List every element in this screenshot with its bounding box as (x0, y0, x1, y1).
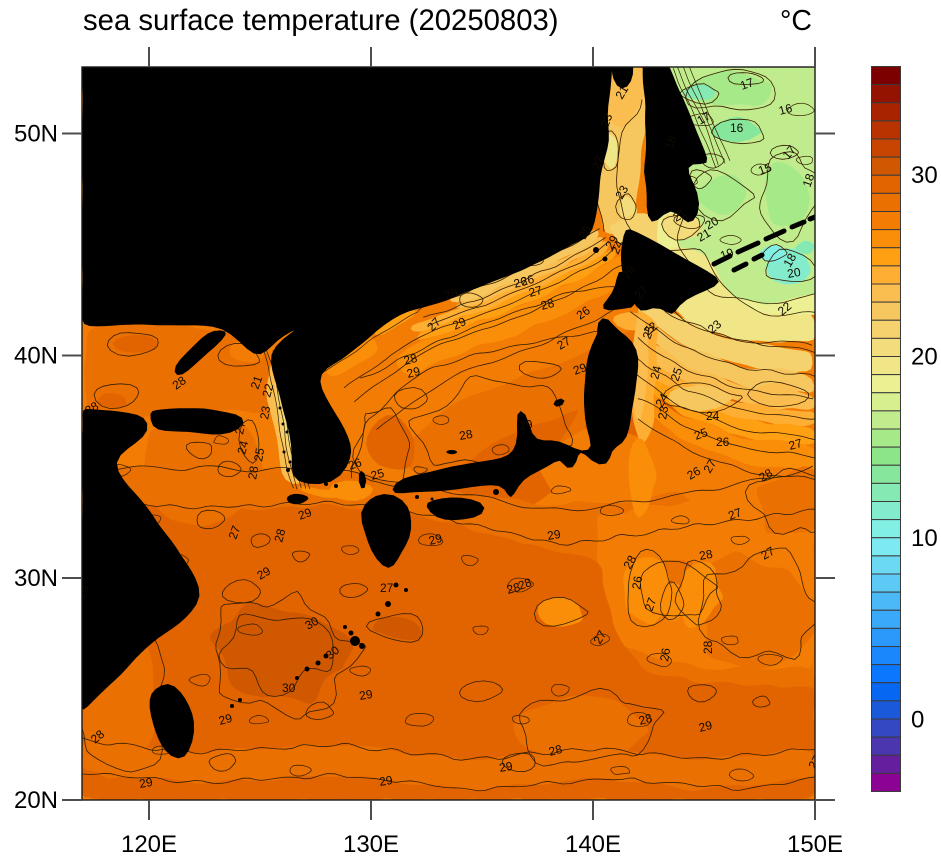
svg-text:25: 25 (692, 425, 710, 443)
svg-text:26: 26 (629, 575, 645, 591)
svg-text:20N: 20N (14, 787, 58, 814)
svg-text:20: 20 (911, 344, 938, 371)
svg-text:21: 21 (671, 206, 690, 225)
svg-text:25: 25 (251, 447, 267, 463)
svg-text:18: 18 (800, 171, 818, 189)
svg-text:29: 29 (358, 687, 374, 703)
svg-text:28: 28 (547, 742, 564, 759)
svg-text:29: 29 (498, 759, 514, 775)
svg-text:21: 21 (612, 83, 631, 102)
svg-text:24: 24 (234, 439, 251, 456)
svg-text:26: 26 (519, 272, 536, 289)
svg-text:28: 28 (637, 711, 654, 728)
svg-text:20: 20 (786, 265, 802, 281)
svg-text:28: 28 (757, 466, 776, 485)
svg-text:30N: 30N (14, 565, 58, 592)
svg-text:18: 18 (780, 251, 799, 270)
svg-text:°C: °C (780, 5, 812, 37)
svg-text:27: 27 (726, 505, 744, 523)
svg-text:28: 28 (245, 465, 261, 481)
svg-text:26: 26 (716, 435, 730, 449)
svg-text:29: 29 (571, 360, 589, 378)
svg-text:29: 29 (296, 505, 314, 523)
svg-text:29: 29 (255, 564, 274, 583)
svg-text:150E: 150E (787, 831, 843, 858)
svg-text:26: 26 (685, 464, 704, 483)
svg-text:27: 27 (759, 544, 778, 563)
svg-text:29: 29 (138, 775, 154, 791)
svg-text:26: 26 (512, 274, 529, 291)
svg-text:27: 27 (527, 283, 544, 300)
svg-text:23: 23 (257, 405, 273, 421)
svg-text:120E: 120E (121, 831, 177, 858)
svg-text:15: 15 (756, 160, 774, 178)
svg-text:17: 17 (695, 109, 714, 128)
svg-text:23: 23 (612, 183, 631, 202)
svg-text:29: 29 (75, 583, 93, 601)
svg-text:130E: 130E (343, 831, 399, 858)
svg-text:29: 29 (427, 531, 444, 548)
svg-text:28: 28 (402, 351, 419, 368)
svg-text:29: 29 (217, 711, 234, 728)
svg-text:18: 18 (662, 133, 680, 151)
svg-text:30: 30 (911, 162, 938, 189)
svg-text:27: 27 (700, 457, 719, 476)
svg-text:29: 29 (405, 364, 422, 381)
svg-text:23: 23 (655, 405, 671, 421)
svg-text:26: 26 (346, 455, 364, 473)
svg-text:27: 27 (555, 334, 574, 353)
svg-text:50N: 50N (14, 121, 58, 148)
svg-text:29: 29 (378, 773, 394, 789)
svg-text:10: 10 (911, 525, 938, 552)
svg-text:26: 26 (657, 647, 673, 663)
svg-text:25: 25 (575, 223, 594, 242)
svg-text:22: 22 (589, 154, 606, 171)
svg-text:27: 27 (787, 436, 804, 453)
svg-text:27: 27 (805, 753, 824, 772)
svg-text:17: 17 (738, 75, 756, 93)
svg-text:19: 19 (718, 245, 736, 263)
svg-text:28: 28 (701, 640, 715, 654)
svg-text:29: 29 (546, 527, 562, 543)
svg-text:25: 25 (640, 323, 658, 341)
svg-text:22: 22 (259, 382, 276, 399)
svg-text:16: 16 (730, 121, 744, 135)
svg-text:27: 27 (232, 420, 248, 436)
svg-text:27: 27 (380, 581, 394, 595)
svg-text:28: 28 (505, 580, 522, 597)
svg-text:24: 24 (647, 364, 664, 381)
svg-text:0: 0 (911, 707, 924, 734)
svg-text:29: 29 (518, 417, 534, 433)
svg-text:24: 24 (652, 391, 671, 410)
svg-text:30: 30 (303, 614, 322, 633)
svg-text:28: 28 (516, 575, 534, 593)
svg-text:23: 23 (598, 111, 616, 129)
svg-text:30: 30 (282, 681, 296, 695)
svg-text:140E: 140E (565, 831, 621, 858)
svg-text:40N: 40N (14, 343, 58, 370)
svg-text:24: 24 (608, 238, 626, 256)
svg-text:27: 27 (590, 628, 609, 647)
svg-text:28: 28 (620, 553, 639, 572)
svg-text:16: 16 (777, 101, 794, 118)
svg-text:28: 28 (442, 285, 460, 303)
svg-text:20: 20 (703, 214, 722, 233)
svg-text:sea surface temperature (20250: sea surface temperature (20250803) (83, 4, 559, 37)
svg-text:21: 21 (248, 373, 266, 391)
svg-text:21: 21 (695, 226, 714, 245)
svg-text:25: 25 (668, 365, 686, 383)
svg-text:27: 27 (642, 595, 660, 613)
svg-text:25: 25 (369, 466, 386, 483)
svg-text:28: 28 (458, 427, 474, 443)
svg-text:29: 29 (697, 718, 714, 735)
svg-text:29: 29 (602, 233, 621, 252)
svg-text:28: 28 (698, 547, 714, 563)
svg-text:28: 28 (539, 296, 556, 313)
svg-text:27: 27 (226, 523, 244, 541)
svg-text:28: 28 (271, 527, 288, 544)
svg-text:29: 29 (450, 314, 468, 332)
svg-text:28: 28 (83, 399, 102, 418)
svg-text:24: 24 (706, 409, 720, 423)
